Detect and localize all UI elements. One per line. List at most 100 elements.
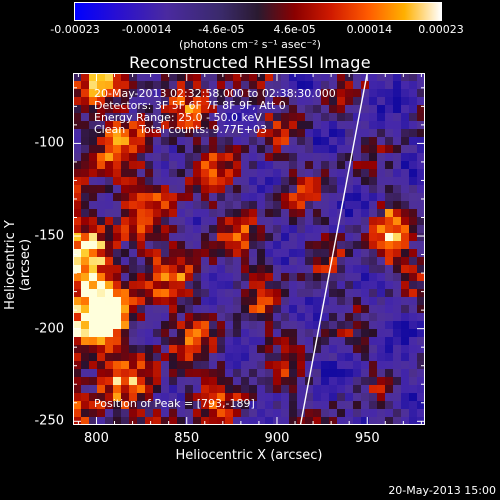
- heatmap-cell: [153, 289, 162, 298]
- heatmap-cell: [129, 193, 138, 202]
- heatmap-cell: [257, 385, 266, 394]
- heatmap-cell: [73, 321, 82, 330]
- heatmap-cell: [393, 201, 402, 210]
- heatmap-cell: [353, 257, 362, 266]
- heatmap-cell: [113, 297, 122, 306]
- heatmap-cell: [81, 361, 90, 370]
- heatmap-cell: [137, 305, 146, 314]
- heatmap-cell: [337, 233, 346, 242]
- heatmap-cell: [409, 209, 418, 218]
- heatmap-cell: [257, 369, 266, 378]
- heatmap-cell: [329, 329, 338, 338]
- heatmap-cell: [241, 113, 250, 122]
- heatmap-cell: [313, 105, 322, 114]
- heatmap-cell: [153, 417, 162, 425]
- heatmap-cell: [201, 321, 210, 330]
- heatmap-cell: [257, 353, 266, 362]
- heatmap-cell: [417, 105, 425, 114]
- y-axis-label: Heliocentric Y (arcsec): [3, 220, 33, 310]
- heatmap-cell: [265, 353, 274, 362]
- heatmap-cell: [257, 217, 266, 226]
- heatmap-cell: [129, 281, 138, 290]
- heatmap-cell: [233, 273, 242, 282]
- heatmap-cell: [241, 193, 250, 202]
- heatmap-cell: [153, 337, 162, 346]
- heatmap-cell: [97, 121, 106, 130]
- heatmap-cell: [289, 281, 298, 290]
- heatmap-cell: [209, 209, 218, 218]
- heatmap-cell: [369, 129, 378, 138]
- colorbar-tick-label: -0.00014: [121, 23, 172, 36]
- heatmap-cell: [233, 121, 242, 130]
- heatmap-cell: [137, 297, 146, 306]
- heatmap-cell: [89, 105, 98, 114]
- heatmap-cell: [265, 289, 274, 298]
- heatmap-cell: [113, 241, 122, 250]
- heatmap-cell: [297, 113, 306, 122]
- heatmap-cell: [297, 241, 306, 250]
- heatmap-cell: [129, 169, 138, 178]
- heatmap-cell: [145, 369, 154, 378]
- heatmap-cell: [257, 153, 266, 162]
- heatmap-cell: [385, 161, 394, 170]
- heatmap-cell: [193, 177, 202, 186]
- heatmap-cell: [361, 321, 370, 330]
- heatmap-cell: [89, 233, 98, 242]
- heatmap-cell: [89, 177, 98, 186]
- heatmap-cell: [393, 265, 402, 274]
- heatmap-cell: [385, 209, 394, 218]
- heatmap-cell: [417, 385, 425, 394]
- heatmap-cell: [289, 409, 298, 418]
- heatmap-cell: [265, 121, 274, 130]
- heatmap-cell: [81, 209, 90, 218]
- heatmap-cell: [81, 345, 90, 354]
- heatmap-cell: [273, 385, 282, 394]
- heatmap-cell: [185, 113, 194, 122]
- heatmap-cell: [113, 337, 122, 346]
- heatmap-cell: [281, 177, 290, 186]
- heatmap-cell: [121, 409, 130, 418]
- heatmap-cell: [289, 417, 298, 425]
- heatmap-cell: [209, 377, 218, 386]
- heatmap-cell: [129, 377, 138, 386]
- heatmap-cell: [241, 369, 250, 378]
- heatmap-cell: [417, 393, 425, 402]
- heatmap-cell: [393, 121, 402, 130]
- heatmap-cell: [281, 249, 290, 258]
- heatmap-cell: [129, 313, 138, 322]
- heatmap-cell: [201, 313, 210, 322]
- heatmap-cell: [177, 385, 186, 394]
- heatmap-cell: [177, 161, 186, 170]
- heatmap-cell: [193, 193, 202, 202]
- heatmap-cell: [265, 185, 274, 194]
- heatmap-cell: [177, 281, 186, 290]
- heatmap-cell: [153, 257, 162, 266]
- heatmap-cell: [337, 129, 346, 138]
- heatmap-cell: [329, 321, 338, 330]
- heatmap-cell: [241, 361, 250, 370]
- heatmap-cell: [241, 385, 250, 394]
- heatmap-cell: [249, 81, 258, 90]
- heatmap-cell: [265, 177, 274, 186]
- heatmap-cell: [369, 121, 378, 130]
- heatmap-cell: [137, 161, 146, 170]
- heatmap-cell: [129, 73, 138, 82]
- heatmap-cell: [369, 289, 378, 298]
- heatmap-cell: [417, 321, 425, 330]
- heatmap-cell: [417, 265, 425, 274]
- heatmap-cell: [313, 185, 322, 194]
- heatmap-cell: [401, 233, 410, 242]
- heatmap-cell: [329, 97, 338, 106]
- heatmap-cell: [297, 177, 306, 186]
- heatmap-cell: [129, 81, 138, 90]
- heatmap-cell: [169, 169, 178, 178]
- heatmap-cell: [249, 193, 258, 202]
- heatmap-cell: [177, 193, 186, 202]
- heatmap-cell: [105, 353, 114, 362]
- heatmap-cell: [73, 385, 82, 394]
- heatmap-cell: [305, 129, 314, 138]
- heatmap-cell: [209, 289, 218, 298]
- heatmap-cell: [241, 121, 250, 130]
- heatmap-cell: [161, 161, 170, 170]
- heatmap-cell: [281, 153, 290, 162]
